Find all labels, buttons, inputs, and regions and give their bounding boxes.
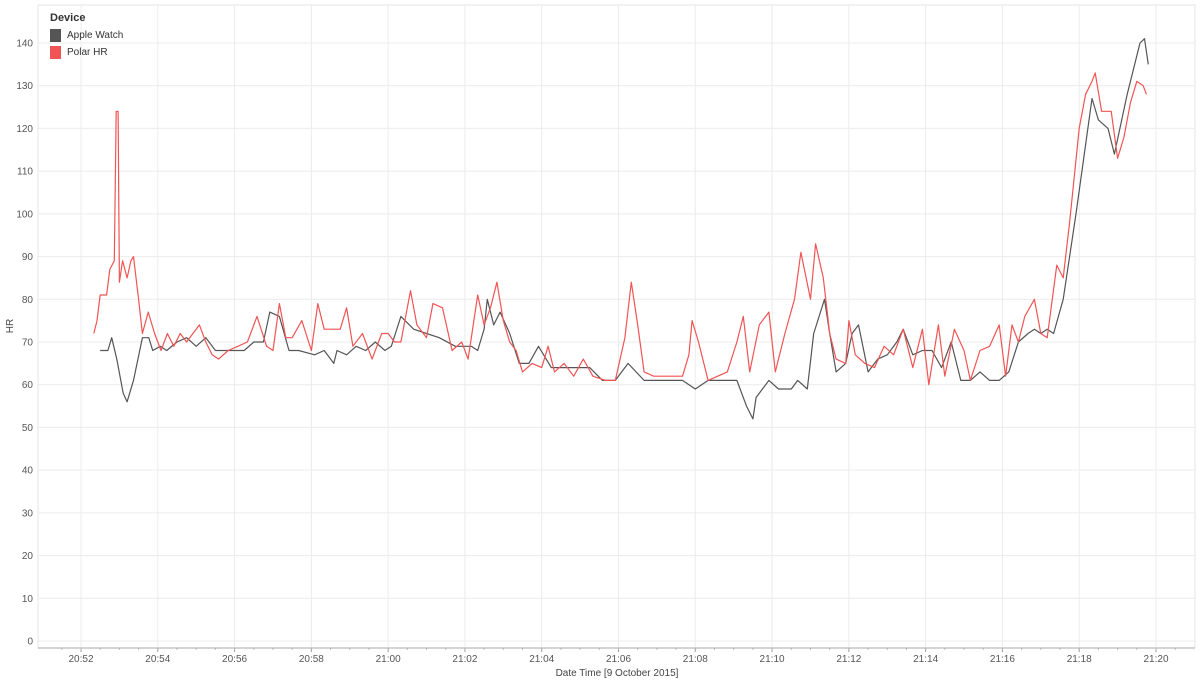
plot-area (37, 4, 1196, 649)
x-tick-label: 21:00 (376, 654, 401, 665)
y-tick-label: 80 (22, 295, 34, 306)
y-tick-label: 50 (22, 423, 34, 434)
series-lines (93, 38, 1149, 420)
legend-item-apple-watch[interactable]: Apple Watch (50, 27, 123, 44)
legend-swatch-apple-watch (50, 29, 61, 42)
legend-swatch-polar-hr (50, 46, 61, 59)
y-tick-label: 120 (16, 124, 33, 135)
legend-label-polar-hr: Polar HR (67, 47, 108, 58)
x-tick-label: 21:14 (913, 654, 938, 665)
grid-lines (38, 5, 1195, 648)
legend: Device Apple Watch Polar HR (50, 12, 123, 61)
y-tick-label: 140 (16, 39, 33, 50)
y-tick-label: 90 (22, 252, 34, 263)
x-tick-label: 20:58 (299, 654, 324, 665)
x-tick-label: 20:52 (68, 654, 93, 665)
y-axis-title: HR (5, 319, 16, 333)
y-tick-label: 110 (17, 167, 33, 178)
x-tick-label: 21:02 (452, 654, 477, 665)
series-line-apple-watch (100, 38, 1149, 420)
legend-item-polar-hr[interactable]: Polar HR (50, 44, 123, 61)
x-axis: 20:52 20:54 20:56 20:58 21:00 21:02 21:04 21:06… (38, 647, 1195, 665)
x-tick-label: 20:56 (222, 654, 247, 665)
x-tick-label: 21:20 (1143, 654, 1168, 665)
x-tick-label: 21:06 (606, 654, 631, 665)
y-tick-label: 60 (22, 380, 34, 391)
legend-label-apple-watch: Apple Watch (67, 30, 124, 41)
y-tick-label: 40 (22, 466, 34, 477)
y-tick-label: 130 (16, 81, 33, 92)
y-tick-label: 70 (22, 338, 34, 349)
series-line-polar-hr (93, 72, 1147, 386)
x-tick-label: 21:16 (990, 654, 1015, 665)
x-tick-label: 20:54 (145, 654, 170, 665)
y-tick-label: 0 (27, 637, 33, 648)
x-axis-title: Date Time [9 October 2015] (556, 668, 679, 679)
x-tick-label: 21:10 (760, 654, 785, 665)
y-axis: 0 10 20 30 40 50 60 70 80 90 100 110 120 130 140 (16, 39, 33, 648)
legend-title: Device (50, 12, 86, 24)
y-tick-label: 100 (16, 209, 33, 220)
x-tick-label: 21:12 (836, 654, 861, 665)
y-tick-label: 30 (22, 508, 34, 519)
x-tick-label: 21:08 (683, 654, 708, 665)
y-tick-label: 20 (22, 551, 34, 562)
y-tick-label: 10 (22, 594, 34, 605)
x-tick-label: 21:04 (529, 654, 554, 665)
x-tick-label: 21:18 (1067, 654, 1092, 665)
